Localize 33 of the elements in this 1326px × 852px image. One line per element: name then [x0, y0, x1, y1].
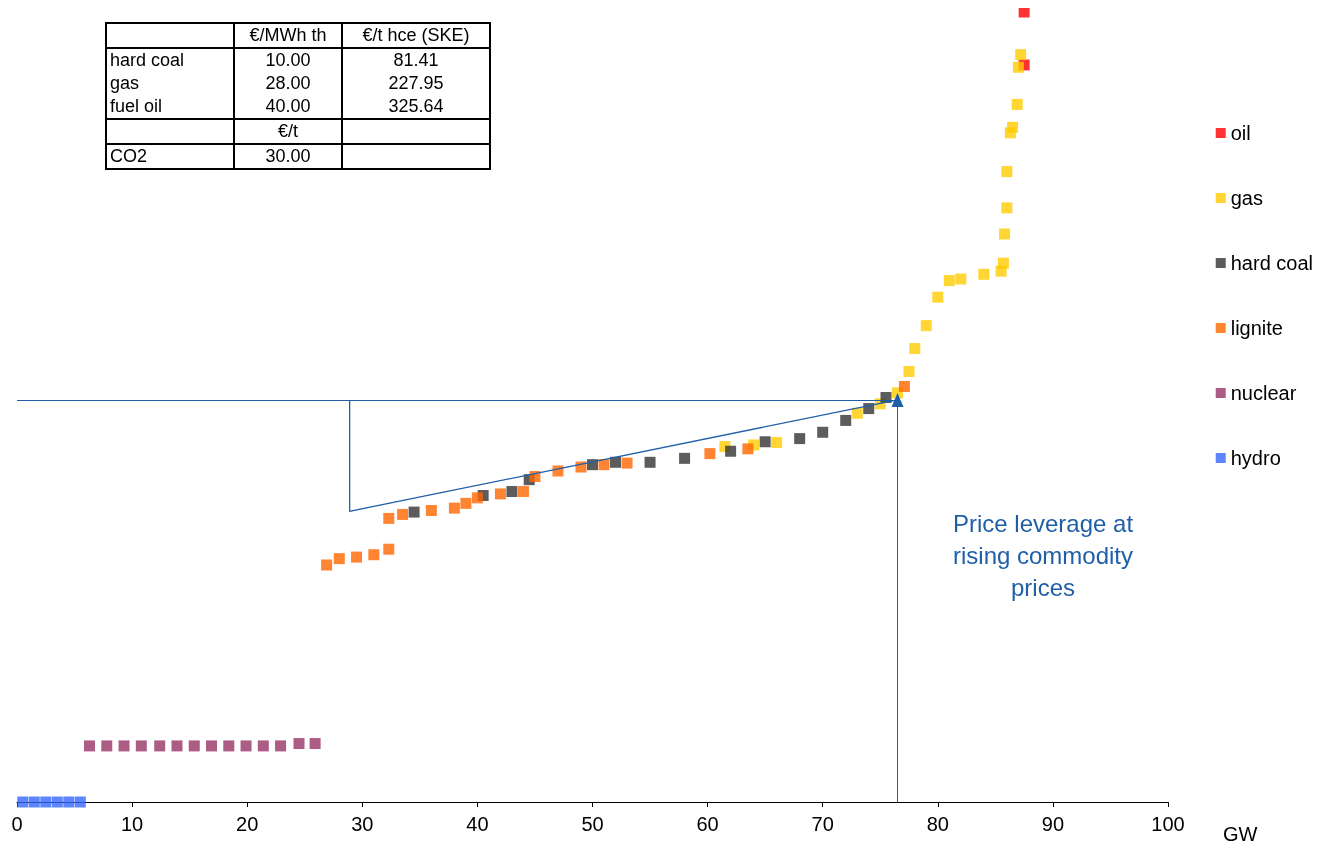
legend-label: gas [1230, 187, 1263, 209]
x-tick-label: 40 [466, 813, 489, 835]
x-tick-label: 90 [1041, 813, 1065, 835]
annotation: 40.00 [234, 95, 342, 119]
annotation: 30.00 [234, 144, 342, 169]
x-tick-label: 0 [11, 813, 23, 835]
x-tick-label: 100 [1151, 813, 1185, 835]
annotation: hard coal [106, 48, 234, 72]
annotation: 81.41 [342, 48, 490, 72]
annotation: €/t [234, 119, 342, 144]
annotation: €/t hce (SKE) [342, 23, 490, 48]
legend-label: lignite [1230, 317, 1283, 339]
x-tick-label: 10 [120, 813, 144, 835]
x-tick-label: 20 [236, 813, 259, 835]
annotation: CO2 [106, 144, 234, 169]
x-tick-label: 70 [811, 813, 834, 835]
x-tick-label: 50 [581, 813, 604, 835]
annotation: fuel oil [109, 95, 164, 118]
legend-label: oil [1230, 122, 1251, 144]
legend-label: nuclear [1230, 382, 1297, 404]
annotation: gas [109, 72, 141, 95]
annotation: 10.00 [234, 48, 342, 72]
legend-label: hydro [1230, 447, 1281, 469]
x-axis-title: GW [1223, 823, 1258, 845]
annotation: Price leverage at rising commodity prices [951, 509, 1135, 603]
legend-label: hard coal [1230, 252, 1314, 274]
annotation: 227.95 [342, 72, 490, 95]
annotation: 325.64 [342, 95, 490, 119]
x-tick-label: 60 [696, 813, 719, 835]
annotation: 28.00 [234, 72, 342, 95]
x-tick-label: 80 [926, 813, 949, 835]
annotation: €/MWh th [234, 23, 342, 48]
x-tick-label: 30 [351, 813, 374, 835]
